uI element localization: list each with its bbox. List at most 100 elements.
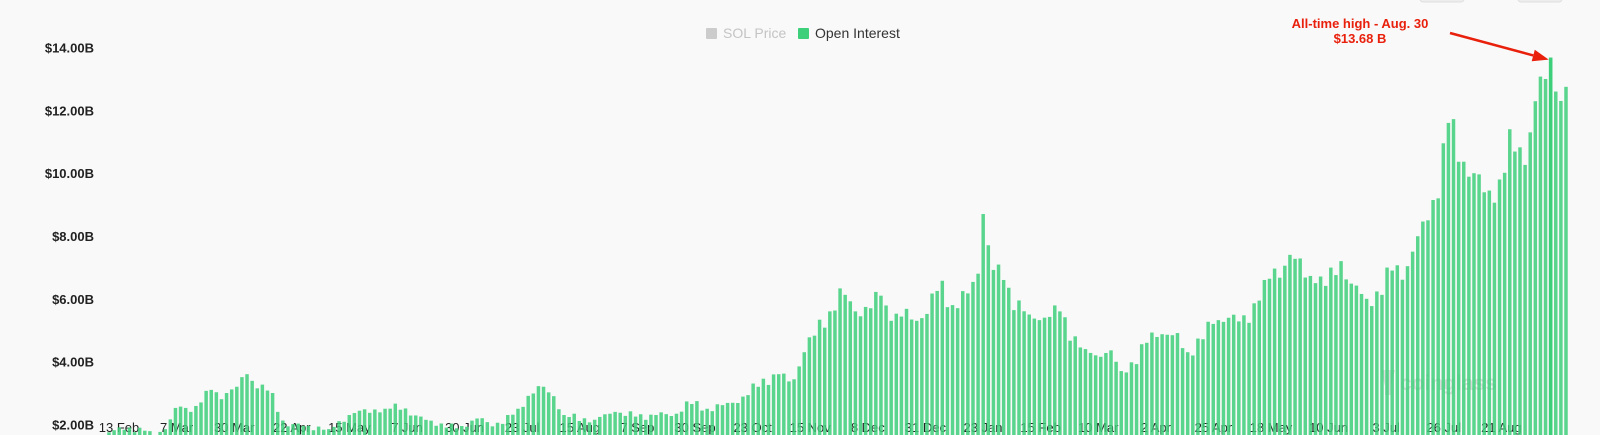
oi-bar[interactable] bbox=[444, 427, 449, 435]
oi-bar[interactable] bbox=[521, 406, 525, 435]
oi-bar[interactable] bbox=[858, 316, 863, 435]
oi-bar[interactable] bbox=[1134, 364, 1139, 435]
oi-bar[interactable] bbox=[1155, 336, 1159, 435]
oi-bar[interactable] bbox=[1410, 251, 1415, 435]
oi-bar[interactable] bbox=[1370, 306, 1374, 435]
oi-bar[interactable] bbox=[996, 264, 1001, 435]
oi-bar[interactable] bbox=[485, 422, 490, 435]
oi-bar[interactable] bbox=[843, 294, 847, 435]
oi-bar[interactable] bbox=[1513, 151, 1517, 435]
oi-bar[interactable] bbox=[357, 410, 362, 435]
oi-bar[interactable] bbox=[945, 307, 950, 435]
oi-bar[interactable] bbox=[275, 411, 280, 435]
oi-bar[interactable] bbox=[398, 409, 403, 435]
oi-bar[interactable] bbox=[1400, 279, 1405, 435]
oi-bar-ath[interactable] bbox=[1548, 57, 1553, 435]
oi-bar[interactable] bbox=[327, 429, 331, 435]
oi-bar[interactable] bbox=[1416, 236, 1420, 435]
oi-bar[interactable] bbox=[761, 378, 766, 435]
oi-bar[interactable] bbox=[1431, 200, 1435, 435]
oi-bar[interactable] bbox=[920, 318, 924, 435]
oi-bar[interactable] bbox=[1001, 279, 1006, 435]
oi-bar[interactable] bbox=[1364, 298, 1369, 435]
oi-bar[interactable] bbox=[500, 423, 505, 435]
oi-bar[interactable] bbox=[1523, 164, 1527, 435]
oi-bar[interactable] bbox=[1150, 332, 1154, 435]
oi-bar[interactable] bbox=[291, 424, 295, 435]
oi-bar[interactable] bbox=[971, 281, 975, 435]
oi-bar[interactable] bbox=[255, 388, 259, 435]
oi-bar[interactable] bbox=[889, 320, 893, 435]
oi-bar[interactable] bbox=[1201, 339, 1205, 435]
oi-bar[interactable] bbox=[148, 431, 152, 435]
oi-bar[interactable] bbox=[828, 311, 832, 435]
toolbar-button[interactable] bbox=[1419, 0, 1465, 3]
oi-bar[interactable] bbox=[511, 414, 515, 435]
oi-bar[interactable] bbox=[117, 427, 121, 435]
oi-bar[interactable] bbox=[1390, 270, 1394, 435]
oi-bar[interactable] bbox=[449, 423, 454, 435]
oi-bar[interactable] bbox=[1564, 86, 1568, 435]
oi-bar[interactable] bbox=[848, 301, 853, 435]
oi-bar[interactable] bbox=[260, 384, 265, 435]
oi-bar[interactable] bbox=[419, 416, 423, 435]
oi-bar[interactable] bbox=[490, 426, 495, 435]
oi-bar[interactable] bbox=[700, 410, 704, 435]
legend-item-sol-price[interactable]: SOL Price bbox=[706, 25, 786, 41]
oi-bar[interactable] bbox=[1380, 294, 1384, 435]
oi-bar[interactable] bbox=[1395, 265, 1400, 435]
oi-bar[interactable] bbox=[1063, 317, 1067, 435]
oi-bar[interactable] bbox=[961, 291, 965, 435]
oi-bar[interactable] bbox=[209, 389, 213, 435]
oi-bar[interactable] bbox=[1421, 221, 1425, 435]
oi-bar[interactable] bbox=[1216, 320, 1221, 435]
oi-bar[interactable] bbox=[1508, 129, 1512, 435]
oi-bar[interactable] bbox=[1492, 202, 1497, 435]
oi-bar[interactable] bbox=[746, 395, 750, 435]
oi-bar[interactable] bbox=[822, 327, 827, 435]
oi-bar[interactable] bbox=[966, 293, 970, 435]
oi-bar[interactable] bbox=[194, 405, 198, 435]
oi-bar[interactable] bbox=[802, 352, 807, 435]
oi-bar[interactable] bbox=[122, 429, 127, 435]
oi-bar[interactable] bbox=[1119, 371, 1123, 435]
oi-bar[interactable] bbox=[245, 374, 249, 435]
oi-bar[interactable] bbox=[475, 418, 479, 435]
oi-bar[interactable] bbox=[608, 413, 612, 435]
oi-bar[interactable] bbox=[1385, 267, 1389, 435]
oi-bar[interactable] bbox=[797, 366, 801, 435]
oi-bar[interactable] bbox=[1206, 321, 1210, 435]
oi-bar[interactable] bbox=[582, 418, 587, 435]
oi-bar[interactable] bbox=[1022, 311, 1026, 435]
oi-bar[interactable] bbox=[1272, 268, 1277, 435]
oi-bar[interactable] bbox=[403, 408, 408, 435]
oi-bar[interactable] bbox=[1482, 192, 1486, 435]
oi-bar[interactable] bbox=[516, 408, 520, 435]
oi-bar[interactable] bbox=[1344, 279, 1348, 435]
oi-bar[interactable] bbox=[536, 386, 541, 435]
oi-bar[interactable] bbox=[434, 425, 438, 435]
oi-bar[interactable] bbox=[383, 408, 387, 435]
oi-bar[interactable] bbox=[1160, 334, 1164, 435]
oi-bar[interactable] bbox=[1293, 258, 1297, 435]
oi-bar[interactable] bbox=[1083, 349, 1088, 435]
oi-bar[interactable] bbox=[618, 412, 622, 435]
oi-bar[interactable] bbox=[214, 392, 219, 435]
oi-bar[interactable] bbox=[1191, 355, 1195, 435]
oi-bar[interactable] bbox=[373, 409, 377, 435]
oi-bar[interactable] bbox=[1533, 101, 1538, 435]
oi-bar[interactable] bbox=[1114, 361, 1118, 435]
oi-bar[interactable] bbox=[930, 293, 934, 435]
oi-bar[interactable] bbox=[853, 311, 858, 435]
oi-bar[interactable] bbox=[270, 393, 275, 435]
oi-bar[interactable] bbox=[879, 295, 883, 435]
oi-bar[interactable] bbox=[863, 306, 868, 435]
oi-bar[interactable] bbox=[342, 421, 346, 435]
oi-bar[interactable] bbox=[1288, 254, 1292, 435]
oi-bar[interactable] bbox=[1252, 303, 1256, 435]
oi-bar[interactable] bbox=[470, 420, 474, 435]
oi-bar[interactable] bbox=[817, 319, 822, 435]
oi-bar[interactable] bbox=[1257, 300, 1261, 435]
oi-bar[interactable] bbox=[776, 374, 781, 435]
oi-bar[interactable] bbox=[1467, 176, 1471, 435]
